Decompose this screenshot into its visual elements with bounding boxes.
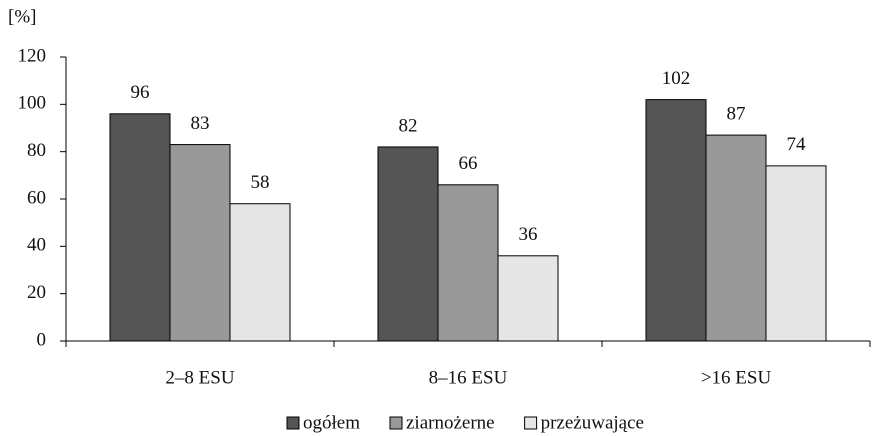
bar (705, 134, 767, 342)
legend-label: ziarnożerne (406, 412, 495, 433)
legend-label: ogółem (303, 412, 360, 433)
y-tick-label: 60 (27, 187, 46, 208)
bar (377, 146, 439, 342)
legend-swatch (389, 416, 403, 430)
bar (109, 113, 171, 342)
value-label: 96 (131, 82, 150, 103)
y-tick-label: 0 (37, 329, 47, 350)
x-tick-label: 2–8 ESU (165, 367, 234, 388)
y-axis-label: [%] (8, 6, 36, 27)
value-label: 58 (251, 172, 270, 193)
bar (497, 255, 559, 342)
y-tick-label: 100 (18, 93, 47, 114)
value-label: 74 (787, 134, 807, 155)
bar (645, 99, 707, 342)
bar (437, 184, 499, 342)
legend-swatch (286, 416, 300, 430)
y-tick-label: 20 (27, 282, 46, 303)
x-tick-label: >16 ESU (701, 367, 772, 388)
bar (229, 203, 291, 342)
value-label: 83 (191, 113, 210, 134)
value-label: 82 (399, 115, 418, 136)
y-tick-label: 80 (27, 140, 46, 161)
bar (169, 144, 231, 342)
value-label: 87 (727, 103, 746, 124)
legend-label: przeżuwające (541, 412, 644, 433)
value-label: 36 (519, 224, 538, 245)
bar (765, 165, 827, 342)
legend-swatch (524, 416, 538, 430)
value-label: 102 (662, 68, 691, 89)
x-tick-label: 8–16 ESU (429, 367, 508, 388)
value-label: 66 (459, 153, 478, 174)
y-tick-label: 120 (18, 45, 47, 66)
y-tick-label: 40 (27, 235, 46, 256)
